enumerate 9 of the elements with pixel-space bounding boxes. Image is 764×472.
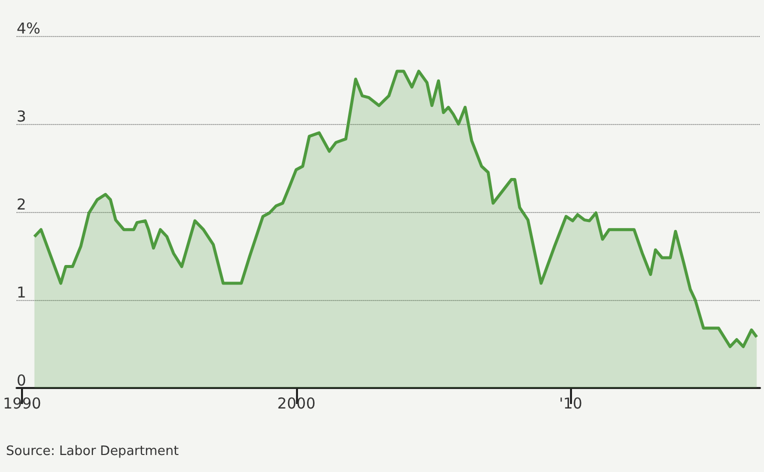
source-note: Source: Labor Department xyxy=(6,444,179,459)
x-tick-label: 2000 xyxy=(277,394,316,412)
y-tick-label: 2 xyxy=(16,196,26,214)
y-tick-label: 3 xyxy=(16,108,26,126)
y-tick-label: 4% xyxy=(16,20,40,38)
y-tick-label: 1 xyxy=(16,284,26,302)
y-tick-label: 0 xyxy=(16,372,26,390)
x-tick-label: '10 xyxy=(559,394,582,412)
x-tick-label: 1990 xyxy=(2,394,42,412)
